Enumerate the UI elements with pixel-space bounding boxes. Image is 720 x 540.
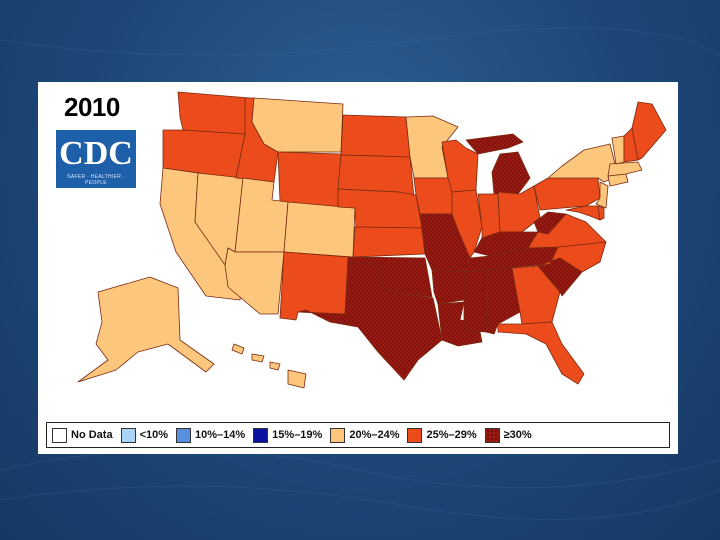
map-year-title: 2010 bbox=[64, 92, 120, 122]
state-ks bbox=[352, 226, 426, 258]
legend-label: No Data bbox=[71, 429, 113, 441]
legend-item: 20%–24% bbox=[330, 423, 399, 447]
legend-swatch bbox=[330, 427, 346, 443]
state-ak bbox=[77, 276, 215, 383]
state-ma bbox=[607, 161, 643, 177]
legend-swatch bbox=[120, 427, 136, 443]
state-ar bbox=[431, 269, 467, 305]
legend-swatch bbox=[407, 427, 423, 443]
state-in bbox=[477, 193, 501, 239]
state-me bbox=[631, 101, 667, 161]
state-nj bbox=[595, 181, 609, 209]
obesity-map-panel: 2010 CDC SAFER · HEALTHIER · PEOPLE bbox=[38, 82, 678, 454]
state-co bbox=[283, 201, 356, 258]
state-nd bbox=[340, 114, 411, 158]
cdc-logo: CDC SAFER · HEALTHIER · PEOPLE bbox=[56, 130, 136, 188]
state-de bbox=[597, 205, 605, 221]
legend-item: 15%–19% bbox=[253, 423, 322, 447]
cdc-logo-tagline: SAFER · HEALTHIER · PEOPLE bbox=[67, 174, 125, 186]
state-wi bbox=[441, 139, 479, 193]
legend-item: No Data bbox=[52, 423, 113, 447]
state-il bbox=[451, 189, 483, 259]
legend-swatch bbox=[484, 427, 500, 443]
legend-label: 10%–14% bbox=[195, 429, 246, 441]
state-ny bbox=[547, 143, 619, 183]
legend-label: 20%–24% bbox=[349, 429, 400, 441]
state-pa bbox=[533, 177, 601, 211]
legend-label: <10% bbox=[139, 429, 169, 441]
legend-item: 10%–14% bbox=[176, 423, 245, 447]
legend-item: <10% bbox=[120, 423, 169, 447]
legend-item: 25%–29% bbox=[407, 423, 477, 447]
legend-item: ≥30% bbox=[484, 423, 532, 447]
state-wv bbox=[533, 211, 567, 235]
legend-swatch bbox=[253, 427, 269, 443]
state-ms bbox=[463, 269, 489, 333]
legend-label: 15%–19% bbox=[272, 429, 323, 441]
state-wa bbox=[177, 91, 251, 135]
state-hi bbox=[231, 343, 307, 389]
us-states-map bbox=[77, 91, 667, 389]
state-mn bbox=[405, 115, 459, 179]
legend-label: 25%–29% bbox=[426, 429, 477, 441]
legend-swatch bbox=[52, 427, 67, 443]
state-az bbox=[224, 247, 285, 315]
legend-label: ≥30% bbox=[503, 429, 532, 441]
legend-swatch bbox=[176, 427, 192, 443]
cdc-logo-text: CDC bbox=[59, 135, 133, 172]
state-la bbox=[437, 301, 483, 347]
state-tx bbox=[297, 263, 443, 381]
map-legend: No Data <10% 10%–14% 15%–19% 20%–24% 25%… bbox=[46, 422, 670, 448]
state-fl bbox=[497, 321, 585, 385]
state-wy bbox=[277, 151, 342, 208]
state-nm bbox=[279, 251, 349, 321]
state-mt bbox=[251, 97, 344, 153]
